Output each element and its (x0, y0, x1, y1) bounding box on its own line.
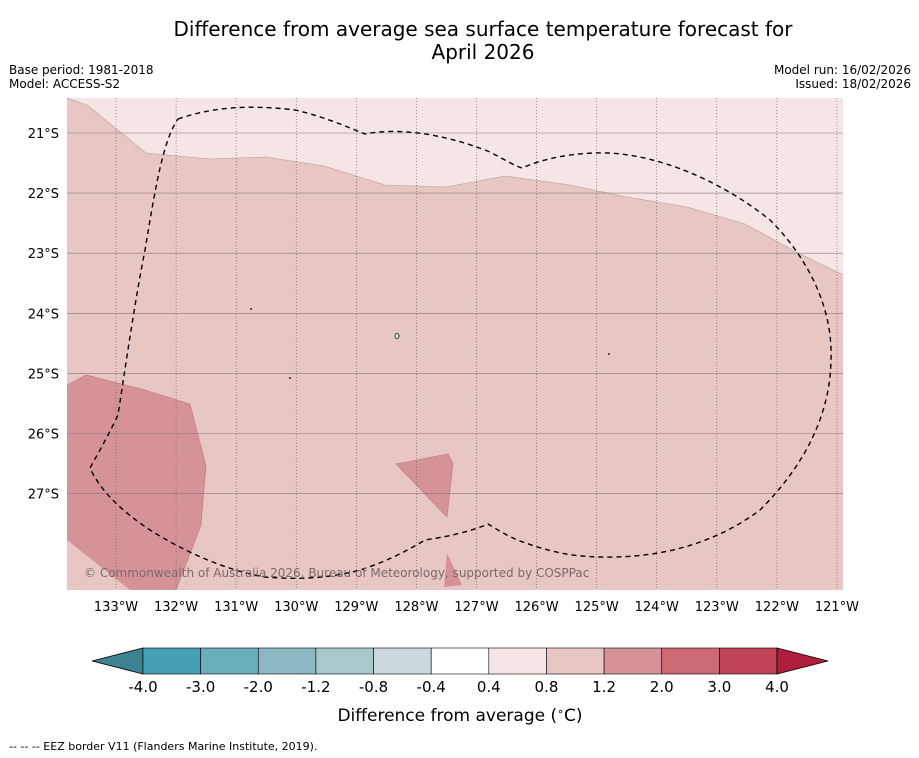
longitude-label: 125°W (575, 600, 619, 615)
longitude-label: 130°W (274, 600, 318, 615)
copyright-text: © Commonwealth of Australia 2026, Bureau… (84, 566, 589, 580)
colorbar-tick-label: 1.2 (592, 678, 616, 696)
meta-left: Base period: 1981-2018 Model: ACCESS-S2 (9, 63, 154, 91)
colorbar-segment (142, 647, 201, 675)
contour-line-1.2-triangle (395, 453, 454, 518)
colorbar-segment (315, 647, 374, 675)
longitude-label: 124°W (635, 600, 679, 615)
colorbar-tick-label: -1.2 (301, 678, 330, 696)
longitude-label: 129°W (334, 600, 378, 615)
colorbar-segment (200, 647, 259, 675)
colorbar-tick-label: -4.0 (128, 678, 157, 696)
colorbar: -4.0 -3.0 -2.0 -1.2 -0.8 -0.4 0.4 0.8 1.2 2.0 3.0 4… (91, 647, 829, 696)
colorbar-tick-label: 3.0 (707, 678, 731, 696)
colorbar-over-arrow (776, 647, 829, 675)
colorbar-tick-label: -2.0 (244, 678, 273, 696)
longitude-label: 127°W (454, 600, 498, 615)
model-run: Model run: 16/02/2026 (773, 63, 911, 77)
colorbar-segment (603, 647, 663, 675)
title-line-1: Difference from average sea surface temp… (173, 17, 793, 41)
contour-line-0.8 (67, 98, 843, 276)
model-name: Model: ACCESS-S2 (9, 77, 121, 91)
latitude-label: 25°S (28, 367, 59, 382)
island-marker (250, 308, 252, 310)
latitude-labels: 21°S 22°S 23°S 24°S 25°S 26°S 27°S (28, 127, 59, 503)
title-line-2: April 2026 (431, 40, 535, 64)
degree-symbol: ∘ (557, 705, 564, 718)
longitude-label: 123°W (695, 600, 739, 615)
latitude-label: 26°S (28, 428, 59, 443)
longitude-labels: 133°W 132°W 131°W 130°W 129°W 128°W 127°W 126°W… (94, 600, 859, 615)
colorbar-tick-label: -0.8 (359, 678, 388, 696)
meta-right: Model run: 16/02/2026 Issued: 18/02/2026 (774, 63, 911, 91)
longitude-label: 122°W (755, 600, 799, 615)
colorbar-tick-label: 2.0 (650, 678, 674, 696)
gridlines (67, 98, 843, 590)
base-period: Base period: 1981-2018 (9, 63, 154, 77)
longitude-label: 132°W (154, 600, 198, 615)
colorbar-tick-label: 0.4 (477, 678, 501, 696)
fill-dark-region-west (67, 375, 206, 590)
latitude-label: 27°S (28, 488, 59, 503)
colorbar-tick-label: 4.0 (765, 678, 789, 696)
colorbar-title: Difference from average (∘C) (337, 705, 582, 726)
colorbar-segment (373, 647, 432, 675)
colorbar-segment (546, 647, 605, 675)
eez-border (89, 106, 832, 580)
map-area: © Commonwealth of Australia 2026, Bureau… (67, 98, 843, 590)
colorbar-segment (661, 647, 720, 675)
colorbar-segment (488, 647, 547, 675)
colorbar-under-arrow (91, 647, 144, 675)
colorbar-tick-label: 0.8 (535, 678, 559, 696)
eez-footnote: -- -- -- EEZ border V11 (Flanders Marine… (9, 740, 318, 753)
latitude-label: 24°S (28, 307, 59, 322)
colorbar-tick-label: -0.4 (417, 678, 446, 696)
island-marker (608, 353, 610, 355)
longitude-label: 126°W (514, 600, 558, 615)
fill-dark-region-triangle (396, 454, 453, 517)
contour-line-1.2-west (67, 374, 207, 590)
colorbar-tick-label: -3.0 (186, 678, 215, 696)
longitude-label: 121°W (815, 600, 859, 615)
island-marker (289, 377, 291, 379)
longitude-label: 133°W (94, 600, 138, 615)
colorbar-segment (719, 647, 778, 675)
longitude-label: 128°W (394, 600, 438, 615)
longitude-label: 131°W (214, 600, 258, 615)
fill-dark-region-south (444, 553, 462, 587)
island-marker (394, 333, 400, 339)
issued-date: Issued: 18/02/2026 (795, 77, 911, 91)
latitude-label: 22°S (28, 187, 59, 202)
chart-title: Difference from average sea surface temp… (0, 18, 919, 64)
latitude-label: 23°S (28, 247, 59, 262)
latitude-label: 21°S (28, 127, 59, 142)
colorbar-segment (430, 647, 490, 675)
fill-medium-region (67, 98, 843, 590)
colorbar-segment (257, 647, 317, 675)
